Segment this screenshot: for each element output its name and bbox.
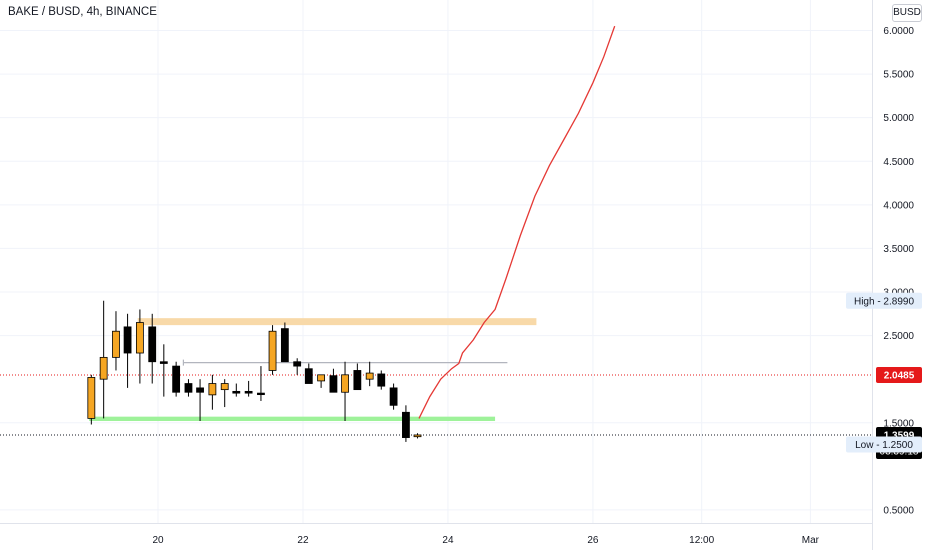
candle-bear (377, 373, 386, 387)
candle-bear (172, 365, 181, 393)
candle-bear (159, 361, 168, 364)
y-tick-label: 4.5000 (883, 157, 914, 168)
price-tag-label: 2.0485 (884, 370, 915, 381)
y-tick-label: 3.5000 (883, 244, 914, 255)
x-tick-label: Mar (802, 535, 820, 546)
candle-bull (317, 374, 326, 382)
candle-bull (341, 374, 349, 393)
candle-bull (220, 383, 229, 391)
symbol-title: BAKE / BUSD, 4h, BINANCE (8, 6, 157, 18)
y-tick-label: 5.5000 (883, 70, 914, 81)
y-tick-label: 1.5000 (883, 418, 914, 429)
x-tick-label: 24 (442, 535, 454, 546)
candle-bear (304, 368, 313, 384)
price-tag-bg (846, 436, 922, 453)
candle-bear (293, 361, 302, 367)
candle-bull (365, 372, 374, 380)
price-tag-high: High - 2.8990 (846, 292, 922, 309)
candle-bear (232, 390, 241, 394)
forecast-line (418, 25, 616, 419)
price-tag-label: Low - 1.2500 (855, 440, 913, 451)
candle-bull (99, 356, 108, 380)
candle-bear (257, 392, 265, 396)
price-tag-label: High - 2.8990 (854, 296, 914, 307)
candle-bull (135, 322, 144, 354)
y-tick-label: 4.0000 (883, 200, 914, 211)
candle-bear (244, 390, 253, 394)
candle-bear (184, 383, 193, 393)
candle-bear (389, 387, 398, 406)
y-tick-label: 5.0000 (883, 113, 914, 124)
support-zone (89, 416, 496, 422)
price-tag-low: Low - 1.2500 (846, 436, 922, 453)
price-tag-label: 1.3599 (884, 430, 915, 441)
x-tick-label: 22 (297, 535, 309, 546)
x-tick-label: 20 (152, 535, 164, 546)
resistance-zone (137, 318, 537, 326)
candle-bear (353, 370, 362, 391)
candle-bull (268, 330, 277, 371)
candle-bull (413, 434, 422, 438)
y-tick-label: 6.0000 (883, 26, 914, 37)
candle-bull (112, 330, 120, 358)
x-tick-label: 26 (587, 535, 599, 546)
candle-bear (123, 326, 132, 354)
candle-bear (402, 411, 410, 438)
candle-bull (87, 377, 96, 419)
price-tag-bg (876, 366, 922, 383)
candle-bear (148, 326, 157, 363)
candle-bear (196, 387, 204, 393)
x-tick-label: 12:00 (689, 535, 714, 546)
candle-bear (280, 328, 289, 363)
candle-bull (208, 383, 217, 396)
price-tag-current: 2.0485 (876, 366, 922, 383)
price-tag-bg (846, 292, 922, 309)
currency-button[interactable]: BUSD (892, 4, 922, 22)
y-tick-label: 2.5000 (883, 331, 914, 342)
y-tick-label: 0.5000 (883, 505, 914, 516)
candle-bear (329, 375, 338, 393)
